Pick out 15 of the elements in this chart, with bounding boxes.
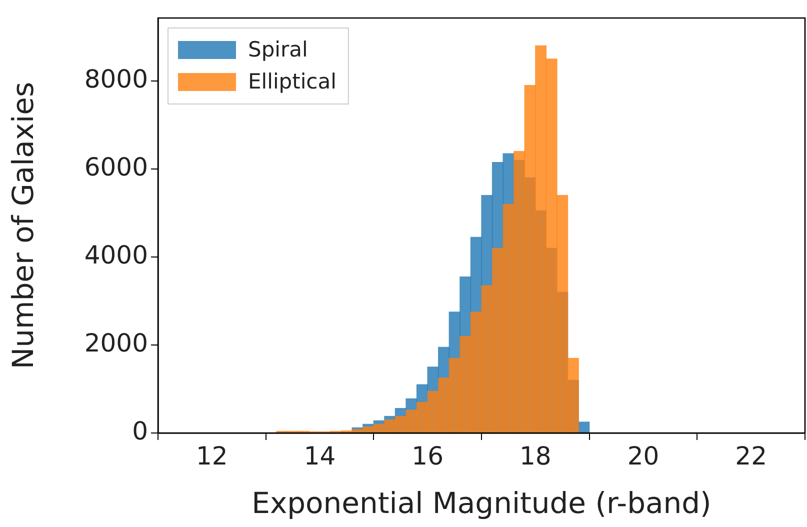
x-tick-label: 14	[304, 442, 336, 470]
y-tick-label: 8000	[84, 64, 148, 94]
x-axis-title: Exponential Magnitude (r-band)	[252, 486, 712, 520]
legend-label: Spiral	[248, 37, 308, 62]
legend-label: Elliptical	[248, 69, 336, 94]
y-tick-label: 6000	[84, 152, 148, 182]
x-tick-label: 12	[196, 442, 228, 470]
x-tick-label: 18	[520, 442, 552, 470]
y-tick-label: 2000	[84, 328, 148, 358]
x-tick-label: 20	[627, 442, 660, 470]
y-tick-label: 4000	[84, 240, 148, 270]
y-axis-title: Number of Galaxies	[6, 82, 40, 370]
y-tick-label: 0	[132, 416, 148, 446]
x-tick-label: 22	[735, 442, 767, 470]
x-tick-label: 16	[412, 442, 444, 470]
